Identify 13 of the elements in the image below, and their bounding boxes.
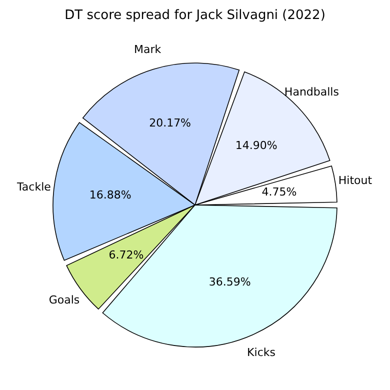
data-label: 36.59%: [208, 276, 251, 289]
data-label: 6.72%: [108, 248, 144, 262]
slice-label: Kicks: [247, 346, 276, 359]
slice-label: Hitout: [338, 174, 373, 187]
slice-label: Handballs: [284, 86, 340, 99]
data-label: 14.90%: [235, 138, 278, 152]
data-label: 4.75%: [262, 185, 297, 198]
slice-label: Goals: [48, 294, 80, 307]
chart-title: DT score spread for Jack Silvagni (2022): [64, 8, 326, 23]
slice-label: Tackle: [16, 180, 52, 194]
data-label: 20.17%: [149, 116, 192, 130]
data-label: 16.88%: [89, 188, 132, 202]
slice-label: Mark: [134, 43, 162, 56]
